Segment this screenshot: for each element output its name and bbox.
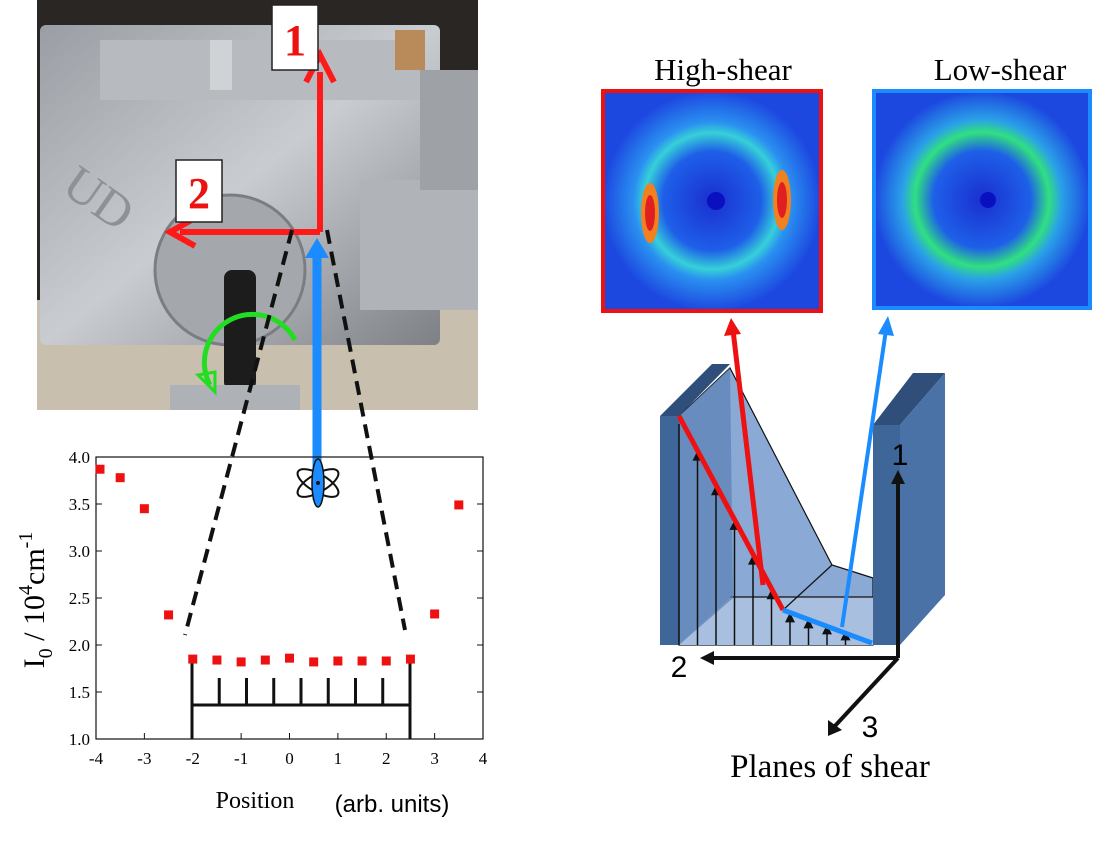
axis-2-label-box <box>175 159 223 223</box>
low-shear-plane <box>782 607 873 646</box>
data-point <box>188 654 198 664</box>
data-point <box>236 657 246 667</box>
axis-2-label: 2 <box>188 169 210 218</box>
diagram-caption: Planes of shear <box>730 749 930 785</box>
low-shear-panel: Low-shear <box>872 52 1092 310</box>
low-shear-title: Low-shear <box>934 52 1067 87</box>
axis-1-arrowhead <box>303 48 337 84</box>
diagram-axis-1-label: 1 <box>892 439 909 472</box>
apparatus-photo: UD 1 2 <box>37 0 478 410</box>
left-wall <box>660 416 679 645</box>
data-point <box>309 657 319 667</box>
x-axis-units: (arb. units) <box>335 791 450 818</box>
shear-cell-diagram: 1 2 3 Planes of shear <box>660 316 945 785</box>
data-point <box>164 610 174 620</box>
zoom-line-right <box>325 229 407 631</box>
diagram-axis-3 <box>832 656 900 729</box>
data-point <box>381 656 391 666</box>
data-point <box>260 655 270 665</box>
atom-icon <box>296 458 340 508</box>
beam-stop <box>980 192 996 208</box>
diagram-axis-2-label: 2 <box>671 651 688 684</box>
axis-1-label: 1 <box>284 16 306 65</box>
data-point <box>95 464 105 474</box>
high-shear-beam <box>730 329 766 586</box>
right-wall-top <box>873 373 945 425</box>
data-point <box>139 504 149 514</box>
high-shear-panel: High-shear <box>601 52 823 313</box>
data-point <box>212 655 222 665</box>
left-wall-top <box>660 364 730 416</box>
y-tick-label: 1.0 <box>69 730 90 749</box>
x-tick-label: 4 <box>479 749 488 768</box>
y-axis-label: I0 / 104cm-1 <box>15 532 57 669</box>
high-shear-title: High-shear <box>654 52 792 87</box>
neutron-beam-head <box>305 238 329 258</box>
shear-profile-sketch <box>190 660 412 739</box>
x-tick-label: 1 <box>334 749 343 768</box>
data-point <box>430 609 440 619</box>
data-point <box>285 653 294 663</box>
beam-stop <box>707 192 725 210</box>
rotation-arrow <box>201 311 298 387</box>
x-tick-label: -2 <box>186 749 200 768</box>
y-tick-label: 3.5 <box>69 495 90 514</box>
low-shear-beam <box>840 329 888 628</box>
x-tick-label: -4 <box>89 749 104 768</box>
zoom-line-left <box>183 229 294 636</box>
x-tick-label: 0 <box>285 749 294 768</box>
x-tick-label: 3 <box>430 749 439 768</box>
x-tick-label: 2 <box>382 749 391 768</box>
high-shear-plane <box>676 414 786 612</box>
y-tick-label: 3.0 <box>69 542 90 561</box>
rotation-arrow-head <box>194 370 217 396</box>
data-point <box>115 473 125 483</box>
data-point <box>405 654 415 664</box>
diagram-axis-3-label: 3 <box>862 711 879 744</box>
data-point <box>454 500 464 510</box>
y-tick-label: 4.0 <box>69 448 90 467</box>
y-tick-label: 2.0 <box>69 636 90 655</box>
intensity-chart: -4 -3 -2 -1 0 1 2 3 4 1.0 1.5 2.0 2.5 3.0 3.5 4.0 Posit… <box>15 448 488 818</box>
y-tick-label: 2.5 <box>69 589 90 608</box>
data-point <box>357 656 367 666</box>
y-tick-label: 1.5 <box>69 683 90 702</box>
axis-1-label-box <box>271 4 319 71</box>
x-axis-label: Position <box>216 788 295 814</box>
x-tick-label: -3 <box>137 749 151 768</box>
data-point <box>333 656 343 666</box>
x-tick-label: -1 <box>234 749 248 768</box>
plot-frame <box>95 456 484 740</box>
